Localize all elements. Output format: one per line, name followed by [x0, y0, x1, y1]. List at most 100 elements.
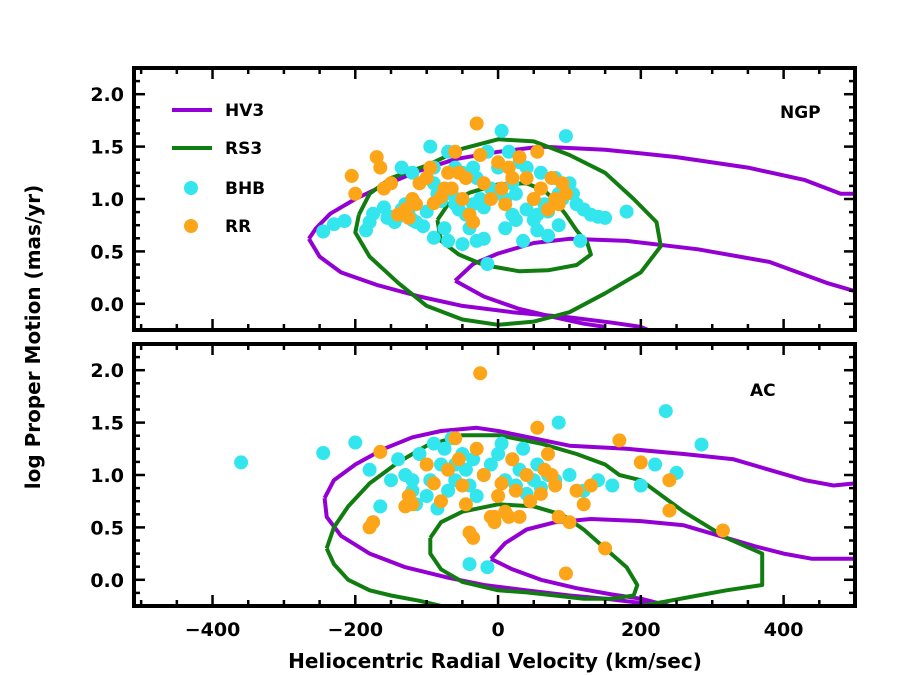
ngp-y-tick-label: 0.5	[90, 241, 124, 263]
ac-rr-point-46	[715, 523, 730, 538]
ac-rr-point-15	[466, 530, 481, 545]
ac-rr-point-23	[501, 509, 516, 524]
panel-ngp-frame	[132, 66, 857, 332]
legend-bhb-marker	[184, 181, 198, 195]
ngp-bhb-point-40	[501, 144, 516, 159]
ngp-rr-point-33	[505, 171, 520, 185]
y-axis-label: log Proper Motion (mas/yr)	[21, 185, 45, 490]
ngp-bhb-point-75	[394, 160, 409, 175]
ngp-rr-point-30	[494, 181, 509, 196]
x-tick-labels: −400 −200 0 200 400	[185, 619, 804, 641]
ac-rr-point-42	[612, 433, 627, 448]
ngp-bhb-point-5	[366, 206, 381, 221]
ngp-bhb-point-66	[455, 237, 470, 252]
ac-rr-point-33	[544, 468, 559, 482]
ngp-rr-point-42	[551, 197, 566, 212]
ac-rr-point-20	[491, 489, 506, 503]
ac-rr-point-48	[487, 509, 502, 524]
ac-bhb-point-6	[384, 473, 398, 488]
ac-y-tick-label: 1.5	[90, 413, 124, 435]
ac-y-tick-label: 0.0	[90, 570, 124, 592]
ac-rr-point-25	[508, 483, 523, 498]
ac-rr-point-24	[505, 452, 520, 467]
ac-rr-point-1	[366, 515, 381, 530]
ngp-bhb-point-64	[426, 230, 441, 245]
ngp-rr-point-17	[441, 165, 456, 180]
ngp-bhb-point-38	[494, 123, 509, 138]
ac-bhb-point-17	[437, 441, 452, 456]
ngp-hv3-contour-1	[307, 237, 649, 330]
ac-rs3-contour-4	[324, 433, 765, 606]
ac-y-tick-label: 2.0	[90, 360, 124, 382]
ac-hv3-contour-2	[489, 517, 855, 561]
x-tick-label: 0	[491, 619, 504, 641]
x-tick-label: 400	[764, 619, 804, 641]
ac-bhb-point-1	[316, 446, 331, 460]
ngp-y-tick-label: 1.0	[90, 189, 124, 211]
ngp-bhb-point-16	[416, 219, 431, 234]
ac-rr-point-5	[405, 497, 420, 512]
ngp-bhb-point-62	[598, 210, 613, 225]
panel-label-ac: AC	[750, 381, 776, 401]
legend-rs3-label: RS3	[225, 139, 262, 159]
ac-bhb-point-11	[412, 447, 427, 461]
ngp-bhb-point-44	[516, 233, 531, 248]
ac-rr-point-11	[451, 452, 466, 467]
ac-bhb-point-42	[562, 468, 577, 482]
ngp-rr-point-31	[498, 197, 513, 212]
ac-rr-point-13	[458, 497, 473, 512]
ac-bhb-point-46	[633, 478, 648, 493]
ngp-bhb-point-55	[558, 129, 573, 144]
ac-rr-point-43	[633, 455, 648, 470]
ac-rr-point-34	[548, 478, 563, 493]
ngp-bhb-point-69	[480, 257, 495, 271]
ac-rs3-contour-5	[324, 547, 442, 606]
ac-bhb-point-14	[426, 436, 441, 451]
ac-rr-point-16	[473, 366, 488, 381]
ac-rr-point-10	[448, 431, 463, 446]
ngp-rr-point-44	[558, 186, 573, 201]
ac-bhb-point-24	[466, 452, 481, 467]
ngp-rr-point-40	[544, 171, 559, 185]
ac-bhb-point-41	[551, 415, 566, 430]
panel-label-ngp: NGP	[780, 103, 821, 123]
ngp-bhb-point-48	[533, 165, 548, 180]
ngp-bhb-point-0	[316, 224, 331, 239]
ac-bhb-point-12	[419, 489, 434, 503]
ngp-bhb-point-42	[508, 186, 523, 201]
ngp-y-tick-label: 0.0	[90, 294, 124, 316]
ngp-hv3-contour-0	[307, 144, 855, 240]
ac-rr-point-29	[530, 420, 545, 435]
ngp-rr-point-1	[348, 186, 363, 201]
ac-rr-point-39	[576, 497, 591, 512]
legend-hv3-label: HV3	[225, 101, 264, 121]
ngp-bhb-point-70	[498, 221, 513, 236]
ac-rr-point-38	[569, 483, 584, 498]
ac-rr-point-2	[373, 444, 388, 459]
ngp-rr-point-24	[466, 215, 481, 230]
ac-bhb-point-47	[648, 457, 663, 472]
ngp-rr-point-8	[401, 210, 416, 225]
x-tick-label: −200	[328, 619, 384, 641]
ac-bhb-point-50	[694, 437, 709, 452]
ac-rr-point-26	[512, 509, 527, 524]
ac-y-tick-label: 1.0	[90, 465, 124, 487]
ngp-rr-point-35	[519, 171, 534, 185]
y-tick-labels: 0.0 0.5 1.0 1.5 2.0 0.0 0.5 1.0 1.5 2.0	[90, 84, 124, 592]
ngp-bhb-point-72	[519, 202, 534, 217]
ac-bhb-point-27	[483, 457, 498, 472]
ac-rr-point-21	[494, 476, 509, 491]
ngp-rr-point-39	[541, 202, 555, 217]
ngp-bhb-point-47	[530, 223, 545, 238]
x-tick-label: 200	[621, 619, 661, 641]
ngp-rr-point-34	[512, 150, 527, 165]
ac-rr-point-44	[662, 473, 677, 488]
ac-bhb-point-18	[441, 483, 456, 498]
ngp-rr-point-28	[483, 192, 498, 206]
ac-bhb-point-45	[605, 478, 620, 493]
ac-rr-point-17	[476, 468, 491, 482]
panel-ac-frame	[132, 342, 857, 608]
ac-rr-point-47	[469, 441, 484, 456]
ngp-rr-point-38	[533, 181, 548, 196]
